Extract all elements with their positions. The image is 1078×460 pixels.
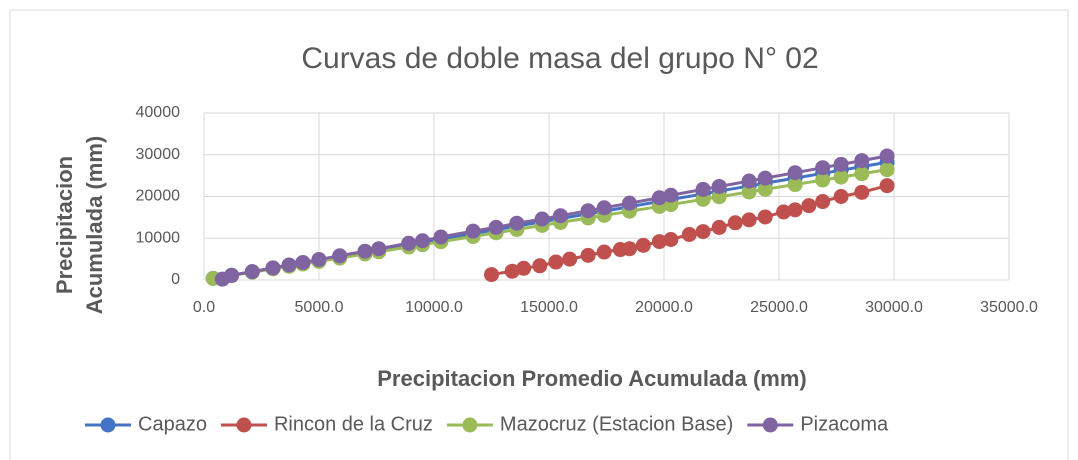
data-point: [695, 224, 711, 240]
y-axis-title: Precipitacion Acumulada (mm): [52, 135, 107, 315]
legend-marker: [462, 417, 478, 433]
data-point: [532, 258, 548, 274]
data-point: [815, 160, 831, 176]
y-tick-label: 10000: [136, 229, 181, 246]
data-point: [622, 195, 637, 211]
legend-marker: [236, 417, 252, 433]
data-point: [357, 243, 373, 259]
data-point: [371, 241, 387, 257]
data-point: [681, 226, 697, 242]
data-point: [776, 204, 792, 220]
data-point: [854, 153, 870, 169]
chart-title: Curvas de doble masa del grupo N° 02: [301, 42, 818, 75]
data-point: [854, 184, 870, 200]
data-point: [635, 237, 651, 253]
data-point: [833, 156, 849, 172]
data-point: [787, 177, 803, 193]
x-tick-label: 35000.0: [980, 299, 1038, 316]
data-point: [711, 189, 727, 205]
data-point: [332, 248, 348, 264]
data-point: [854, 166, 870, 182]
data-point: [548, 254, 564, 270]
y-tick-label: 0: [171, 271, 180, 288]
data-point: [651, 234, 667, 250]
data-point: [663, 232, 679, 248]
legend-label: Pizacoma: [800, 413, 889, 435]
data-point: [433, 229, 449, 245]
data-point: [879, 178, 895, 194]
data-point: [580, 247, 596, 263]
data-point: [787, 165, 803, 181]
data-point: [757, 209, 773, 225]
data-point: [484, 267, 499, 283]
data-point: [562, 251, 578, 267]
data-point: [509, 215, 525, 231]
data-point: [815, 194, 831, 210]
data-point: [311, 252, 327, 268]
data-point: [879, 162, 895, 178]
data-point: [695, 181, 711, 197]
data-point: [244, 264, 260, 280]
data-point: [295, 254, 311, 270]
x-tick-label: 5000.0: [295, 299, 344, 316]
data-point: [265, 260, 281, 276]
data-point: [504, 263, 520, 279]
chart-frame: [9, 9, 1069, 460]
data-point: [757, 170, 773, 186]
x-tick-label: 30000.0: [865, 299, 923, 316]
data-point: [534, 211, 550, 227]
x-axis-title: Precipitacion Promedio Acumulada (mm): [377, 366, 807, 391]
data-point: [787, 202, 803, 218]
data-point: [415, 233, 430, 249]
legend-marker: [100, 417, 116, 433]
x-tick-label: 25000.0: [750, 299, 808, 316]
data-point: [815, 172, 831, 188]
y-tick-label: 30000: [136, 146, 181, 163]
data-point: [741, 184, 757, 200]
data-point: [833, 189, 849, 204]
data-point: [663, 187, 679, 203]
data-point: [580, 203, 596, 219]
data-point: [727, 215, 743, 231]
x-tick-label: 0.0: [193, 299, 215, 316]
legend-label: Mazocruz (Estacion Base): [500, 413, 733, 435]
data-point: [224, 267, 240, 283]
data-point: [622, 241, 637, 257]
legend-marker: [762, 417, 778, 433]
data-point: [596, 200, 612, 216]
data-point: [401, 235, 417, 251]
data-point: [833, 169, 849, 185]
data-point: [516, 260, 532, 276]
data-point: [553, 208, 568, 224]
y-tick-label: 20000: [136, 188, 181, 205]
data-point: [741, 212, 757, 228]
data-point: [281, 257, 297, 273]
data-point: [801, 198, 817, 214]
data-point: [757, 181, 773, 197]
data-point: [879, 148, 895, 164]
data-point: [465, 223, 481, 239]
legend-label: Rincon de la Cruz: [274, 413, 433, 435]
legend-label: Capazo: [138, 413, 207, 435]
x-tick-label: 10000.0: [405, 299, 463, 316]
x-tick-label: 15000.0: [520, 299, 578, 316]
data-point: [596, 244, 612, 260]
data-point: [651, 190, 667, 206]
data-point: [711, 219, 727, 235]
data-point: [488, 219, 504, 235]
x-tick-label: 20000.0: [635, 299, 693, 316]
data-point: [741, 173, 757, 189]
y-tick-label: 40000: [136, 104, 181, 121]
data-point: [711, 178, 727, 194]
